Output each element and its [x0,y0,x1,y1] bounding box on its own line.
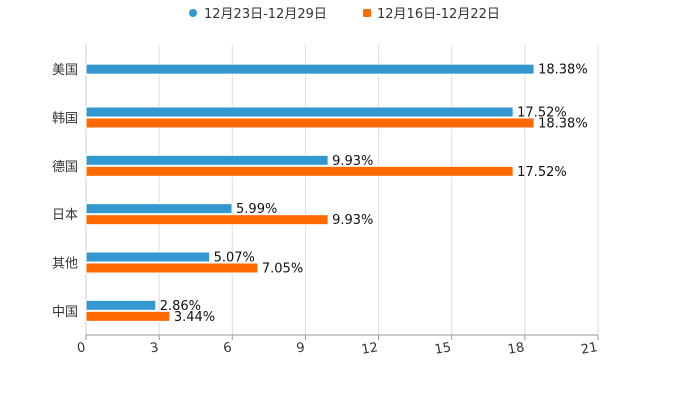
x-tick-label: 15 [434,340,453,358]
category-label: 中国 [52,305,78,320]
x-tick-label: 6 [222,340,233,356]
x-tick-label: 12 [360,340,379,358]
data-label: 18.38% [538,63,588,78]
bar [85,262,259,274]
category-label: 其他 [52,257,78,272]
legend: 12月23日-12月29日 12月16日-12月22日 [189,7,500,22]
data-label: 7.05% [262,262,303,277]
category-label: 美国 [52,63,78,78]
bar [85,165,514,177]
x-tick-label: 21 [580,340,599,358]
category-label: 韩国 [52,112,78,127]
category-label: 日本 [52,208,78,223]
data-label: 5.07% [214,251,255,266]
data-labels: 18.38%17.52%18.38%9.93%17.52%5.99%9.93%5… [160,63,588,325]
data-label: 18.38% [538,117,588,132]
data-label: 17.52% [517,165,567,180]
x-tick-label: 9 [295,340,306,356]
legend-label: 12月23日-12月29日 [204,7,327,22]
legend-marker-circle [189,9,197,17]
x-tick-label: 0 [76,340,87,356]
data-label: 17.52% [517,106,567,121]
legend-marker-square [363,9,371,17]
data-label: 5.99% [236,202,277,217]
bar [85,154,329,166]
bars [85,63,535,322]
x-axis: 0 3 6 9 12 15 18 21 [76,334,599,358]
bar [85,63,535,75]
data-label: 9.93% [332,213,373,228]
x-tick-label: 18 [507,340,526,358]
data-label: 2.86% [160,299,201,314]
bar [85,117,535,129]
x-tick-label: 3 [149,340,160,356]
bar [85,299,157,311]
bar [85,106,514,118]
bar [85,203,233,215]
bar [85,214,329,226]
bar [85,310,171,322]
bar [85,251,211,263]
category-label: 德国 [52,160,78,175]
data-label: 3.44% [174,310,215,325]
legend-label: 12月16日-12月22日 [377,7,500,22]
grid-lines [85,45,599,335]
data-label: 9.93% [332,154,373,169]
